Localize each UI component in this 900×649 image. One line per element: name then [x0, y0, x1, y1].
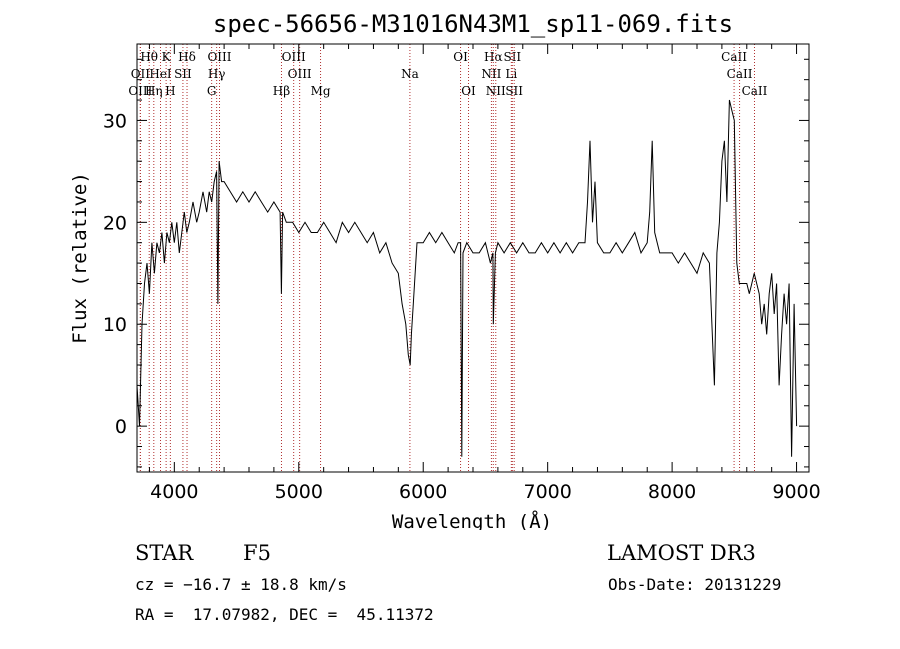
spectrum-chart: spec-56656-M31016N43M1_sp11-069.fits Hθ O…	[69, 10, 821, 530]
observation-date: Obs-Date: 20131229	[608, 575, 782, 594]
line-label-22: SII	[503, 50, 521, 64]
line-label-13: OIII	[282, 50, 306, 64]
coordinates: RA = 17.07982, DEC = 45.11372	[135, 605, 434, 624]
y-tick-label-1: 10	[103, 314, 127, 336]
line-label-21: NII	[486, 84, 506, 98]
chart-title: spec-56656-M31016N43M1_sp11-069.fits	[213, 10, 733, 38]
flux-series	[136, 99, 798, 457]
y-axis-label: Flux (relative)	[69, 172, 91, 344]
plot-frame	[136, 43, 810, 473]
y-tick-label-0: 0	[115, 416, 127, 438]
x-tick-label-2: 6000	[399, 481, 447, 503]
line-label-10: Hγ	[208, 67, 226, 81]
x-axis-label: Wavelength (Å)	[392, 510, 552, 530]
y-axis-ticks: 0 10 20 30	[103, 58, 809, 468]
line-label-15: Mg	[311, 84, 331, 98]
line-label-18: OI	[461, 84, 476, 98]
survey-source: LAMOST DR3	[607, 541, 756, 565]
object-subclass: F5	[243, 541, 271, 565]
line-label-6: SII	[174, 67, 192, 81]
line-label-14: OIII	[288, 67, 312, 81]
line-label-19: Hα	[484, 50, 503, 64]
y-tick-label-2: 20	[103, 212, 127, 234]
line-label-8: Hδ	[178, 50, 196, 64]
x-tick-label-3: 7000	[523, 481, 571, 503]
line-label-4: HeI	[149, 67, 172, 81]
x-tick-label-1: 5000	[275, 481, 323, 503]
x-tick-label-4: 8000	[648, 481, 696, 503]
line-label-7: H	[165, 84, 175, 98]
object-class: STAR	[135, 541, 194, 565]
line-label-9: OIII	[207, 50, 231, 64]
line-label-16: Na	[401, 67, 419, 81]
redshift-cz: cz = −16.7 ± 18.8 km/s	[135, 575, 347, 594]
line-label-20: NII	[481, 67, 501, 81]
line-label-27: CaII	[742, 84, 768, 98]
x-tick-label-0: 4000	[150, 481, 198, 503]
flux-line	[136, 99, 798, 457]
line-label-26: CaII	[727, 67, 753, 81]
line-label-0: Hθ	[140, 50, 158, 64]
line-label-5: Hη	[145, 84, 163, 98]
line-label-17: OI	[453, 50, 468, 64]
line-label-24: SII	[505, 84, 523, 98]
line-label-2: OIII	[128, 84, 152, 98]
line-label-11: G	[207, 84, 217, 98]
line-label-25: CaII	[721, 50, 747, 64]
line-label-3: K	[162, 50, 172, 64]
line-label-23: Li	[505, 67, 517, 81]
x-axis-ticks: 4000 5000 6000 7000 8000 9000	[148, 44, 821, 503]
line-label-12: Hβ	[273, 84, 290, 98]
y-tick-label-3: 30	[103, 110, 127, 132]
x-tick-label-5: 9000	[772, 481, 820, 503]
